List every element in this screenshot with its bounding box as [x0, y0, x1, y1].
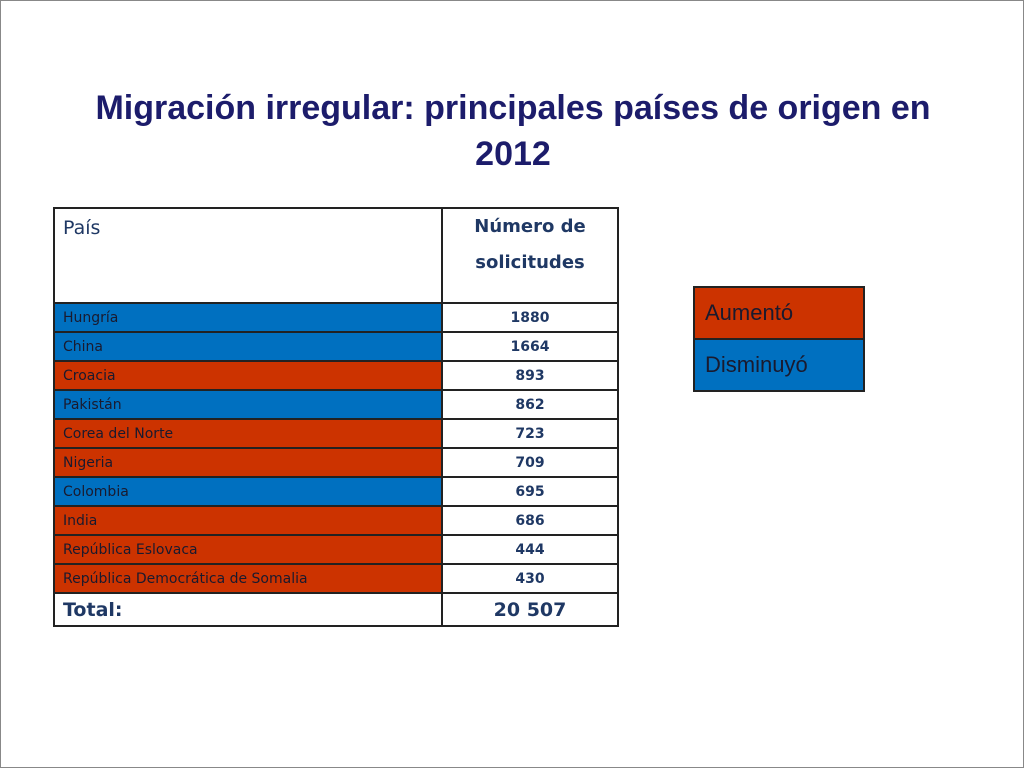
- country-cell: Hungría: [53, 302, 443, 333]
- value-cell: 709: [441, 447, 619, 478]
- value-cell: 893: [441, 360, 619, 391]
- country-cell: Croacia: [53, 360, 443, 391]
- value-cell: 444: [441, 534, 619, 565]
- country-cell: China: [53, 331, 443, 362]
- country-cell: Corea del Norte: [53, 418, 443, 449]
- legend-item: Aumentó: [693, 286, 865, 340]
- value-cell: 723: [441, 418, 619, 449]
- country-cell: Pakistán: [53, 389, 443, 420]
- value-cell: 430: [441, 563, 619, 594]
- country-cell: República Eslovaca: [53, 534, 443, 565]
- value-cell: 686: [441, 505, 619, 536]
- legend-row: Disminuyó: [693, 338, 865, 392]
- value-cell: 1664: [441, 331, 619, 362]
- country-cell: República Democrática de Somalia: [53, 563, 443, 594]
- value-cell: 695: [441, 476, 619, 507]
- table-row: República Eslovaca 444: [53, 534, 619, 565]
- legend: Aumentó Disminuyó: [693, 286, 865, 392]
- table-row: Pakistán 862: [53, 389, 619, 420]
- total-label: Total:: [53, 592, 443, 627]
- header-cell: Número de solicitudes: [441, 207, 619, 304]
- table-row: Colombia 695: [53, 476, 619, 507]
- table-row: China 1664: [53, 331, 619, 362]
- total-row: Total: 20 507: [53, 592, 619, 627]
- header-cell: País: [53, 207, 443, 304]
- legend-item: Disminuyó: [693, 338, 865, 392]
- table-row: Hungría 1880: [53, 302, 619, 333]
- table-row: Croacia 893: [53, 360, 619, 391]
- header-row: País Número de solicitudes: [53, 207, 619, 304]
- table-row: Corea del Norte 723: [53, 418, 619, 449]
- table-row: India 686: [53, 505, 619, 536]
- table-row: República Democrática de Somalia 430: [53, 563, 619, 594]
- total-value: 20 507: [441, 592, 619, 627]
- legend-row: Aumentó: [693, 286, 865, 340]
- table-row: Nigeria 709: [53, 447, 619, 478]
- country-cell: Colombia: [53, 476, 443, 507]
- value-cell: 862: [441, 389, 619, 420]
- data-table: País Número de solicitudes Hungría 1880 Ch…: [53, 207, 619, 627]
- value-cell: 1880: [441, 302, 619, 333]
- country-cell: Nigeria: [53, 447, 443, 478]
- slide-title: Migración irregular: principales países …: [95, 89, 931, 173]
- country-cell: India: [53, 505, 443, 536]
